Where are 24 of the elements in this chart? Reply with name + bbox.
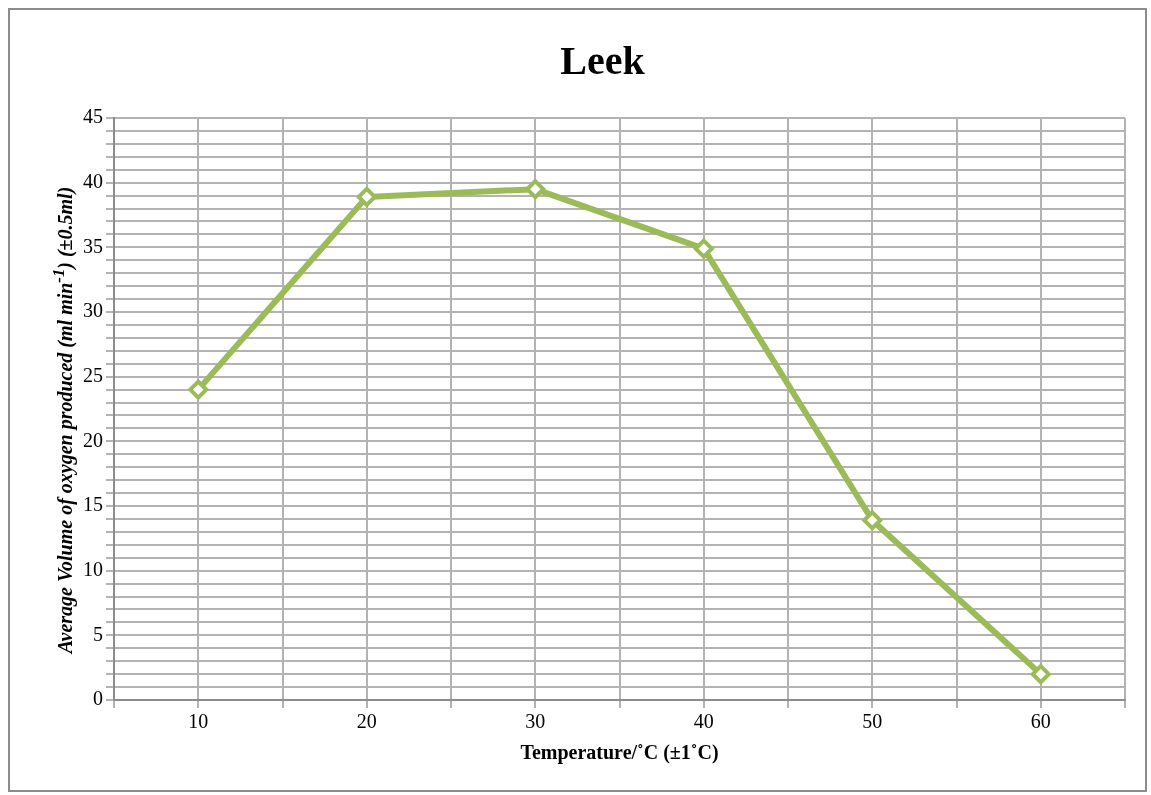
point (188, 379, 209, 400)
x-tick-label: 60 (1030, 710, 1051, 733)
x-tick-label: 50 (862, 710, 883, 733)
y-tick-label: 0 (93, 687, 103, 710)
chart-title: Leek (560, 38, 646, 84)
y-tick-label: 35 (83, 234, 103, 257)
y-tick-label: 45 (83, 105, 103, 128)
y-tick-label: 5 (93, 622, 103, 645)
y-tick-label: 20 (83, 428, 103, 451)
point (356, 186, 377, 207)
y-tick-label: 40 (83, 169, 103, 192)
x-tick-label: 30 (525, 710, 546, 733)
x-tick-label: 40 (693, 710, 714, 733)
point (1030, 664, 1051, 685)
y-tick-label: 30 (83, 299, 103, 322)
y-tick-label: 25 (83, 363, 103, 386)
point (693, 238, 714, 259)
y-tick-label: 15 (83, 493, 103, 516)
x-tick-label: 10 (188, 710, 209, 733)
x-axis-title: Temperature/˚C (±1˚C) (520, 741, 719, 765)
point (525, 179, 546, 200)
x-tick-label: 20 (356, 710, 377, 733)
point (862, 510, 883, 531)
y-tick-label: 10 (83, 557, 103, 580)
